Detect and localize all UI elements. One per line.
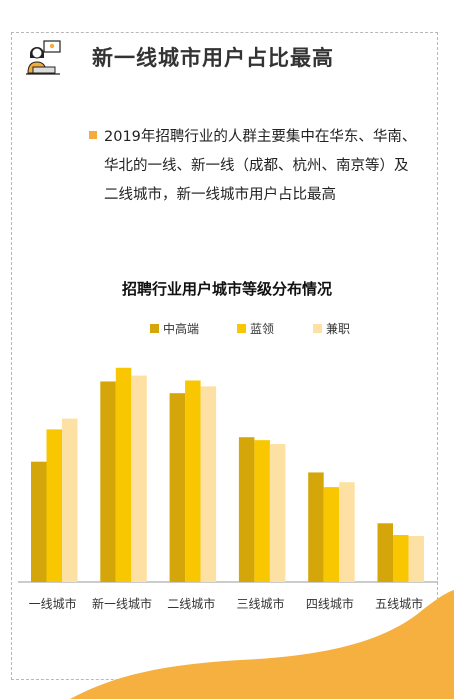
bar-2-0 bbox=[169, 393, 186, 582]
bar-4-2 bbox=[339, 482, 355, 582]
chart-title: 招聘行业用户城市等级分布情况 bbox=[121, 280, 332, 298]
legend-item-2: 兼职 bbox=[313, 320, 350, 337]
bar-1-2 bbox=[131, 375, 147, 582]
legend-item-1: 蓝领 bbox=[237, 320, 274, 337]
bar-0-0 bbox=[31, 461, 47, 582]
legend-swatch-2 bbox=[313, 324, 322, 333]
card-frame bbox=[11, 32, 438, 680]
bar-4-0 bbox=[308, 472, 324, 582]
x-tick-label-2: 二线城市 bbox=[167, 596, 215, 611]
bar-1-1 bbox=[115, 367, 132, 582]
bar-3-1 bbox=[254, 440, 270, 582]
bar-2-2 bbox=[200, 386, 217, 582]
legend-swatch-1 bbox=[237, 324, 246, 333]
x-tick-label-0: 一线城市 bbox=[29, 596, 77, 611]
bar-4-1 bbox=[323, 487, 340, 582]
summary-paragraph: 2019年招聘行业的人群主要集中在华东、华南、华北的一线、新一线（成都、杭州、南… bbox=[104, 129, 417, 203]
bar-2-1 bbox=[185, 380, 201, 582]
legend-label-2: 兼职 bbox=[326, 322, 351, 336]
bar-5-0 bbox=[377, 523, 393, 582]
x-tick-label-5: 五线城市 bbox=[375, 596, 423, 611]
person-at-laptop-icon bbox=[26, 40, 61, 75]
bar-5-1 bbox=[393, 535, 409, 582]
legend-label-0: 中高端 bbox=[163, 322, 200, 336]
x-tick-label-3: 三线城市 bbox=[237, 596, 285, 611]
legend-item-0: 中高端 bbox=[150, 320, 199, 337]
bar-3-2 bbox=[269, 444, 286, 582]
page-title: 新一线城市用户占比最高 bbox=[92, 46, 334, 70]
bar-3-0 bbox=[238, 437, 255, 582]
bar-0-1 bbox=[46, 429, 62, 582]
legend-swatch-0 bbox=[150, 324, 159, 333]
bar-5-2 bbox=[408, 536, 424, 582]
bar-0-2 bbox=[62, 418, 78, 582]
bar-1-0 bbox=[100, 381, 116, 582]
x-tick-label-4: 四线城市 bbox=[306, 596, 354, 611]
legend-label-1: 蓝领 bbox=[250, 322, 275, 336]
x-tick-label-1: 新一线城市 bbox=[92, 596, 152, 611]
bullet-square bbox=[89, 131, 97, 139]
